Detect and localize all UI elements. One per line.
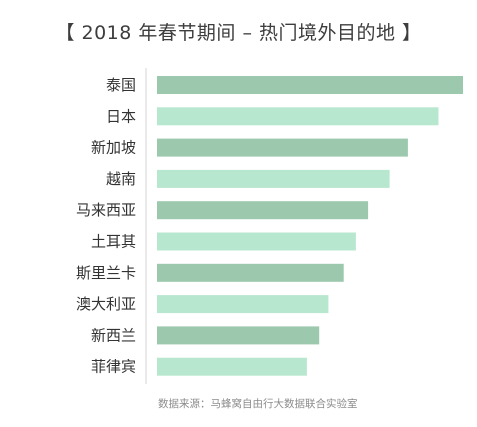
category-label-9: 菲律宾 — [91, 358, 136, 376]
category-label-0: 泰国 — [106, 76, 136, 94]
category-label-2: 新加坡 — [91, 139, 136, 157]
bar-5 — [157, 232, 356, 251]
bar-9 — [157, 357, 307, 376]
data-source-note: 数据来源：马蜂窝自由行大数据联合实验室 — [158, 398, 358, 410]
bar-6 — [157, 263, 344, 282]
chart-title: 【 2018 年春节期间 – 热门境外目的地 】 — [55, 22, 422, 44]
bar-0 — [157, 76, 463, 94]
category-label-3: 越南 — [106, 170, 136, 188]
bar-8 — [157, 326, 320, 345]
category-label-7: 澳大利亚 — [76, 295, 136, 313]
category-label-1: 日本 — [106, 107, 136, 125]
bar-1 — [157, 107, 439, 126]
bar-7 — [157, 295, 329, 314]
category-label-6: 斯里兰卡 — [76, 264, 136, 282]
bar-4 — [157, 201, 369, 220]
bar-3 — [157, 169, 390, 188]
category-label-5: 土耳其 — [91, 233, 136, 251]
category-label-8: 新西兰 — [91, 326, 136, 344]
category-label-4: 马来西亚 — [76, 201, 136, 219]
bar-2 — [157, 138, 408, 157]
bars-group — [157, 76, 463, 376]
